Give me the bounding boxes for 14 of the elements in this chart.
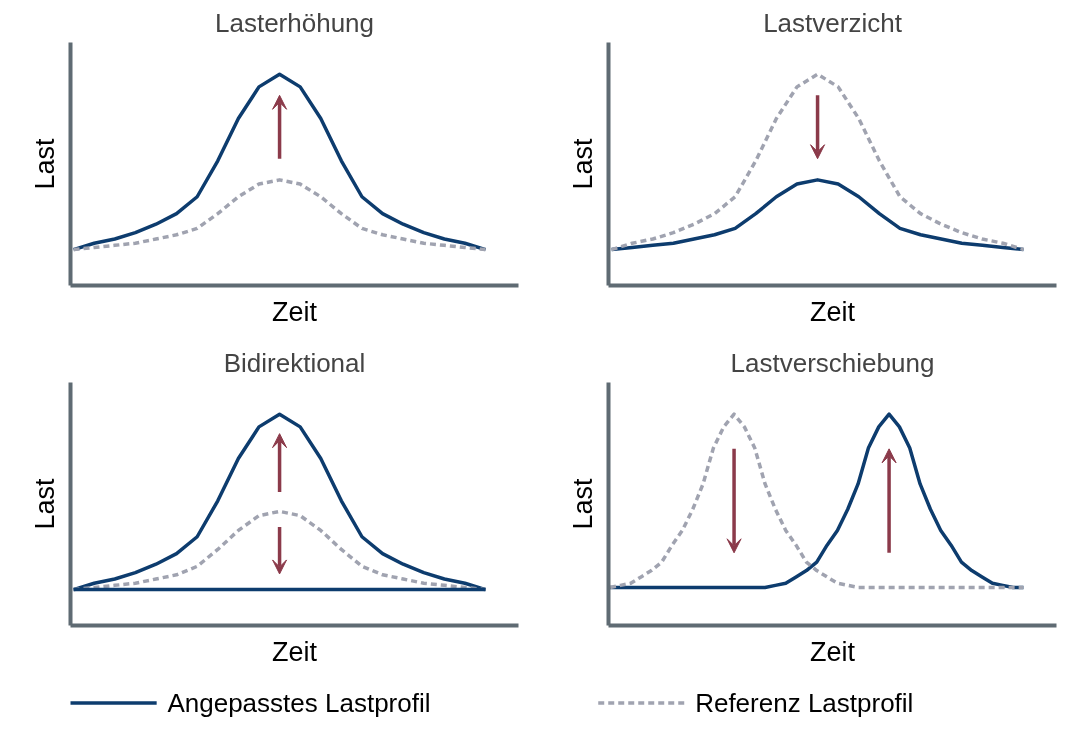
y-axis-title: Last <box>29 137 60 190</box>
legend-label: Referenz Lastprofil <box>695 688 914 718</box>
y-axis-title: Last <box>567 137 598 190</box>
chart-title: Lastverschiebung <box>730 347 935 378</box>
chart-title: Lasterhöhung <box>214 7 375 38</box>
chart-title: Bidirektional <box>223 347 366 378</box>
x-axis-title: Zeit <box>272 636 318 667</box>
x-axis-title: Zeit <box>810 296 856 327</box>
x-axis-title: Zeit <box>810 636 856 667</box>
y-axis-title: Last <box>567 477 598 530</box>
chart-title: Lastverzicht <box>763 7 903 38</box>
x-axis-title: Zeit <box>272 296 318 327</box>
y-axis-title: Last <box>29 477 60 530</box>
legend-label: Angepasstes Lastprofil <box>167 688 431 718</box>
